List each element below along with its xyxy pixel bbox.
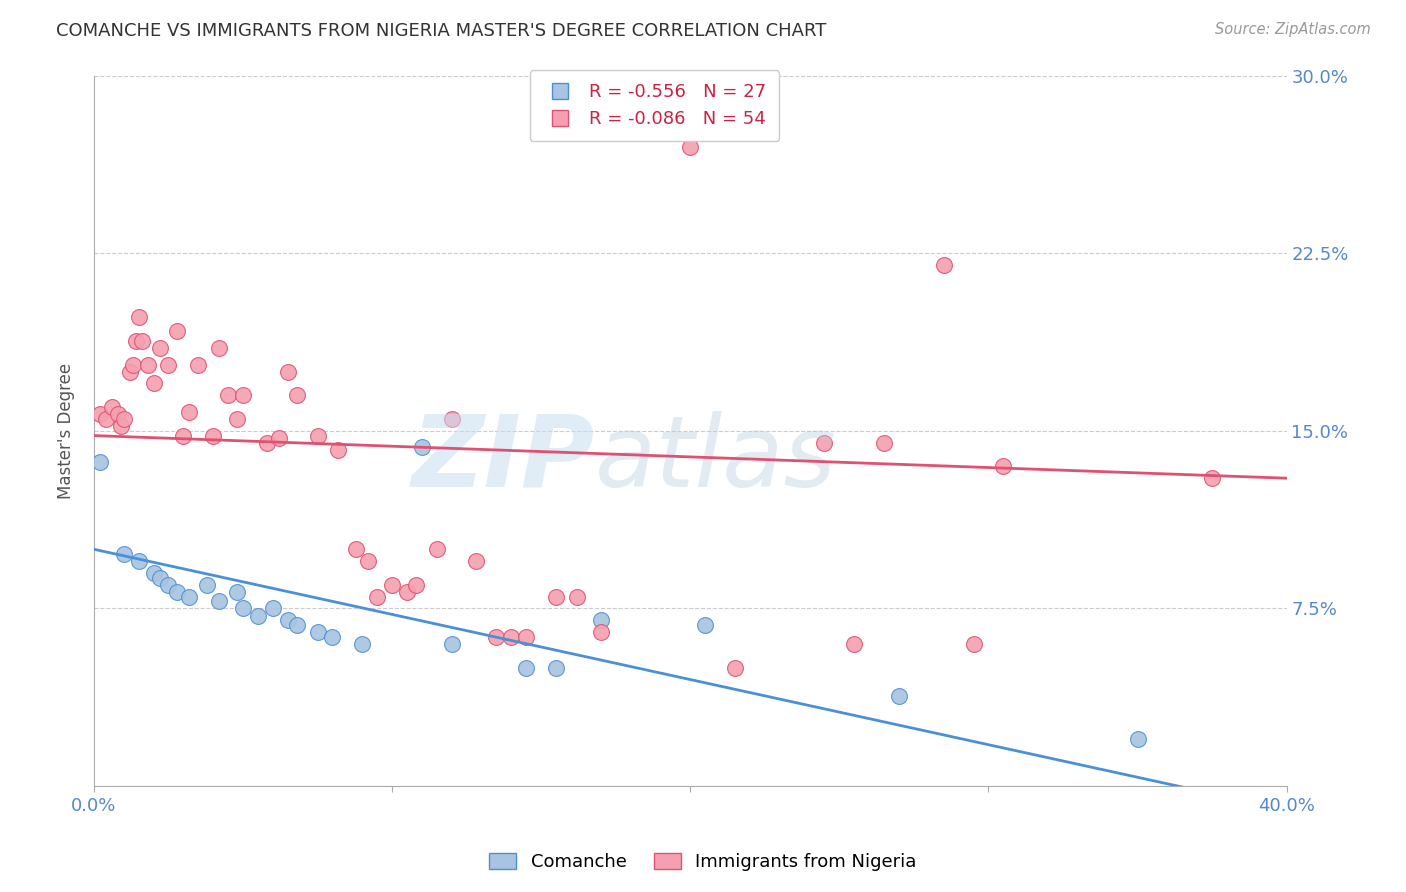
Point <box>172 428 194 442</box>
Point <box>873 435 896 450</box>
Point <box>262 601 284 615</box>
Point <box>695 618 717 632</box>
Point <box>321 630 343 644</box>
Text: Source: ZipAtlas.com: Source: ZipAtlas.com <box>1215 22 1371 37</box>
Point <box>464 554 486 568</box>
Point <box>208 594 231 608</box>
Point <box>589 625 612 640</box>
Point <box>352 637 374 651</box>
Point <box>107 407 129 421</box>
Point <box>246 608 269 623</box>
Legend: Comanche, Immigrants from Nigeria: Comanche, Immigrants from Nigeria <box>482 846 924 879</box>
Point <box>110 419 132 434</box>
Point <box>285 618 308 632</box>
Point <box>187 358 209 372</box>
Point <box>267 431 290 445</box>
Point <box>179 405 201 419</box>
Point <box>993 459 1015 474</box>
Point <box>813 435 835 450</box>
Point <box>565 590 588 604</box>
Point <box>724 661 747 675</box>
Point <box>202 428 225 442</box>
Point <box>121 358 143 372</box>
Point <box>157 358 180 372</box>
Point <box>440 637 463 651</box>
Point <box>112 412 135 426</box>
Point <box>179 590 201 604</box>
Point <box>277 613 299 627</box>
Point <box>148 571 170 585</box>
Point <box>962 637 984 651</box>
Text: COMANCHE VS IMMIGRANTS FROM NIGERIA MASTER'S DEGREE CORRELATION CHART: COMANCHE VS IMMIGRANTS FROM NIGERIA MAST… <box>56 22 827 40</box>
Point <box>131 334 153 348</box>
Point <box>844 637 866 651</box>
Point <box>1126 731 1149 746</box>
Point <box>118 365 141 379</box>
Point <box>285 388 308 402</box>
Point <box>307 428 329 442</box>
Point <box>232 601 254 615</box>
Point <box>395 585 418 599</box>
Point <box>307 625 329 640</box>
Point <box>124 334 146 348</box>
Point <box>256 435 278 450</box>
Point <box>411 441 433 455</box>
Point <box>546 590 568 604</box>
Point <box>277 365 299 379</box>
Point <box>381 578 404 592</box>
Point <box>101 400 124 414</box>
Point <box>1201 471 1223 485</box>
Point <box>208 341 231 355</box>
Point <box>405 578 427 592</box>
Point <box>128 310 150 325</box>
Point <box>217 388 239 402</box>
Point <box>357 554 380 568</box>
Point <box>501 630 523 644</box>
Point <box>226 585 249 599</box>
Point <box>546 661 568 675</box>
Point <box>426 542 449 557</box>
Point <box>232 388 254 402</box>
Point <box>344 542 367 557</box>
Point <box>157 578 180 592</box>
Text: ZIP: ZIP <box>412 410 595 508</box>
Point <box>515 630 537 644</box>
Point <box>142 566 165 580</box>
Point <box>89 455 111 469</box>
Legend: R = -0.556   N = 27, R = -0.086   N = 54: R = -0.556 N = 27, R = -0.086 N = 54 <box>530 70 779 141</box>
Point <box>112 547 135 561</box>
Point <box>366 590 388 604</box>
Point <box>679 139 702 153</box>
Text: atlas: atlas <box>595 410 837 508</box>
Point <box>440 412 463 426</box>
Point <box>226 412 249 426</box>
Point <box>136 358 159 372</box>
Point <box>589 613 612 627</box>
Point <box>485 630 508 644</box>
Point <box>148 341 170 355</box>
Point <box>166 585 188 599</box>
Y-axis label: Master's Degree: Master's Degree <box>58 363 75 499</box>
Point <box>142 376 165 391</box>
Point <box>887 689 910 703</box>
Point <box>195 578 218 592</box>
Point <box>128 554 150 568</box>
Point <box>166 324 188 338</box>
Point <box>94 412 117 426</box>
Point <box>515 661 537 675</box>
Point <box>89 407 111 421</box>
Point <box>328 442 350 457</box>
Point <box>932 258 955 272</box>
